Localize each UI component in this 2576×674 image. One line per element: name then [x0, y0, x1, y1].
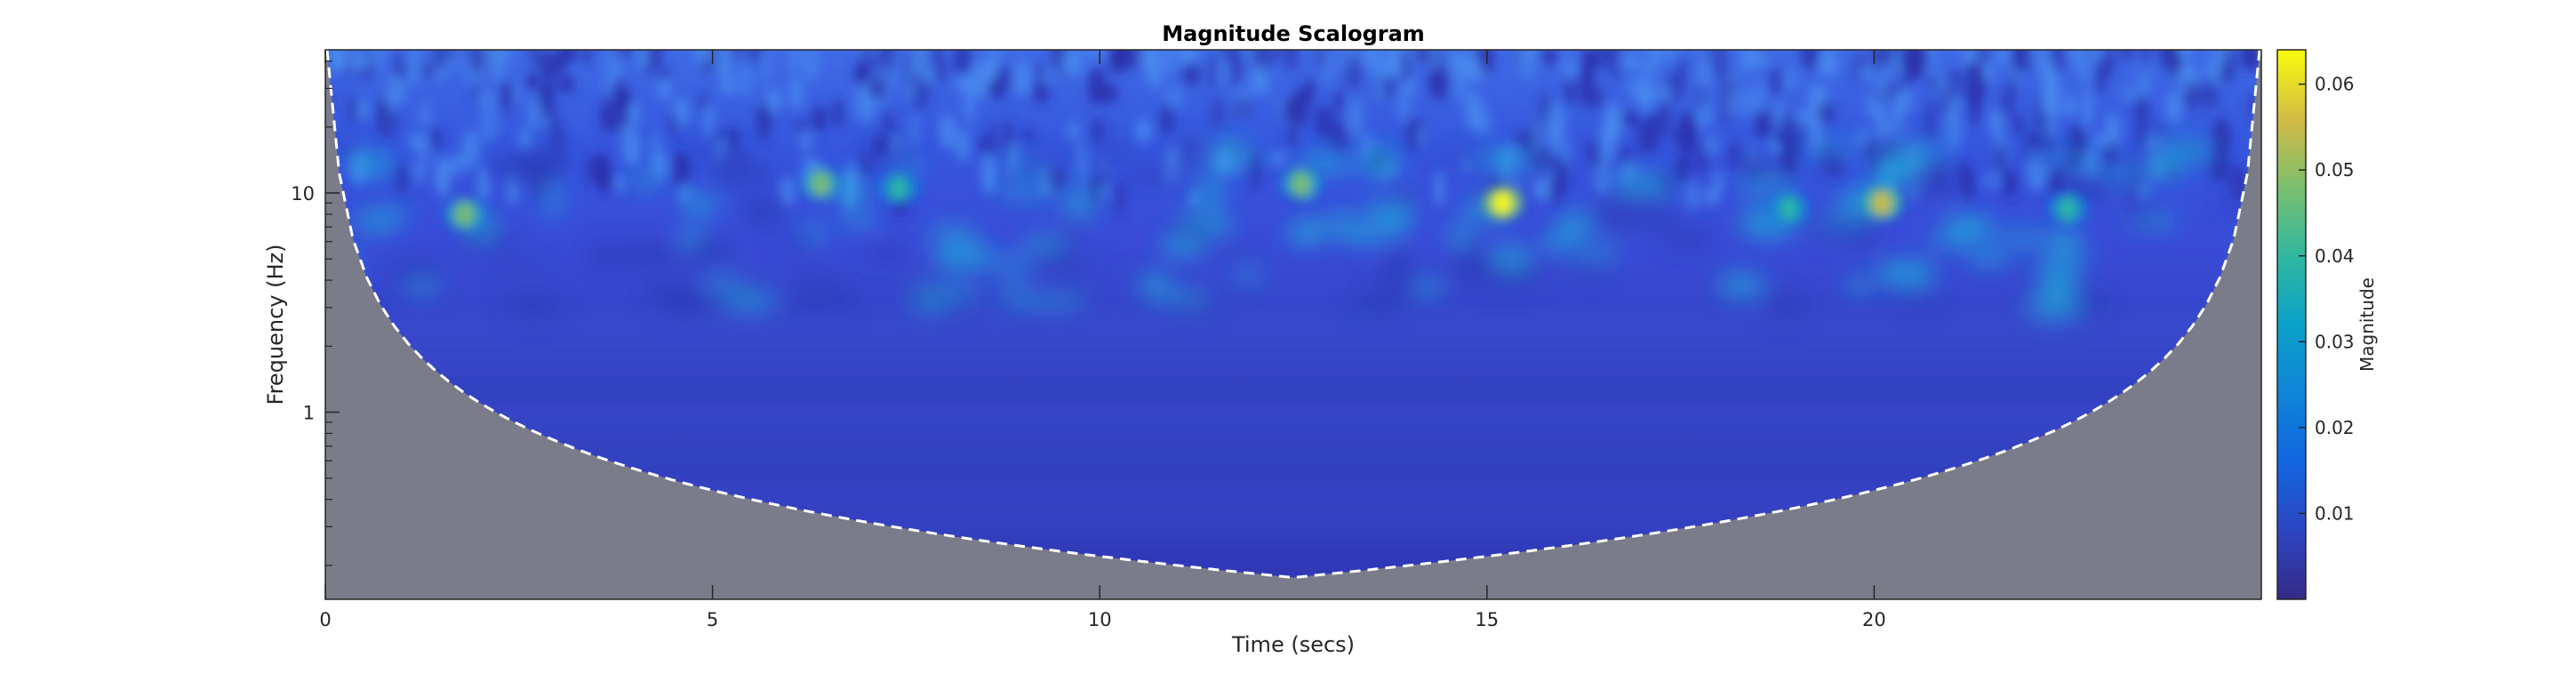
- colorbar-tick-label: 0.02: [2315, 417, 2355, 438]
- colorbar: 0.01 0.02 0.03 0.04 0.05 0.06 Magnitude: [2276, 49, 2378, 600]
- x-axis-label: Time (secs): [1231, 632, 1355, 657]
- hotspot: [454, 201, 475, 227]
- colorbar-tick-label: 0.03: [2315, 331, 2355, 352]
- colorbar-tick-label: 0.04: [2315, 245, 2355, 267]
- colorbar-tick-label: 0.05: [2315, 159, 2355, 181]
- texture-midband: [325, 134, 2261, 325]
- hotspot: [1492, 190, 1513, 216]
- scalogram-texture: [325, 50, 2261, 584]
- cone-of-influence-shade: [325, 50, 2261, 599]
- colorbar-label: Magnitude: [2356, 277, 2378, 372]
- plot-area: [325, 50, 2261, 599]
- hotspot: [1291, 171, 1311, 197]
- colorbar-tick-label: 0.01: [2315, 502, 2355, 524]
- y-axis: 1 10: [291, 60, 340, 566]
- x-tick-label: 15: [1475, 609, 1499, 630]
- x-tick-label: 0: [319, 609, 331, 630]
- texture-lowband: [325, 318, 2261, 584]
- x-tick-label: 10: [1088, 609, 1112, 630]
- hotspot: [1872, 190, 1892, 216]
- x-tick-label: 5: [707, 609, 718, 630]
- hotspot: [811, 171, 831, 197]
- hotspot: [888, 175, 908, 201]
- x-axis: 0 5 10 15 20: [319, 50, 1886, 630]
- y-tick-label: 10: [291, 183, 315, 205]
- hotspot-layer: [444, 167, 2088, 230]
- texture-speckle: [325, 50, 2261, 217]
- hotspot: [1779, 196, 1799, 221]
- scalogram-hotspots: [444, 167, 2088, 230]
- colorbar-tick-label: 0.06: [2315, 74, 2355, 95]
- x-tick-label: 20: [1862, 609, 1886, 630]
- y-tick-label: 1: [303, 403, 315, 424]
- chart-title: Magnitude Scalogram: [1162, 21, 1425, 46]
- hotspot: [2058, 196, 2078, 221]
- y-axis-label: Frequency (Hz): [263, 245, 288, 405]
- colorbar-ticks: 0.01 0.02 0.03 0.04 0.05 0.06: [2299, 74, 2355, 524]
- axes-box: [324, 49, 2262, 600]
- colorbar-gradient: [2276, 49, 2307, 600]
